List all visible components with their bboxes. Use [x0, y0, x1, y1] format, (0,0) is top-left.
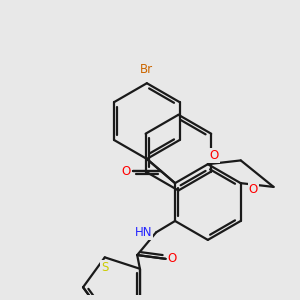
Text: HN: HN	[134, 226, 152, 239]
Text: O: O	[249, 183, 258, 196]
Text: S: S	[101, 260, 109, 274]
Text: O: O	[168, 252, 177, 265]
Text: O: O	[121, 164, 130, 178]
Text: Br: Br	[140, 63, 153, 76]
Text: O: O	[209, 149, 219, 162]
